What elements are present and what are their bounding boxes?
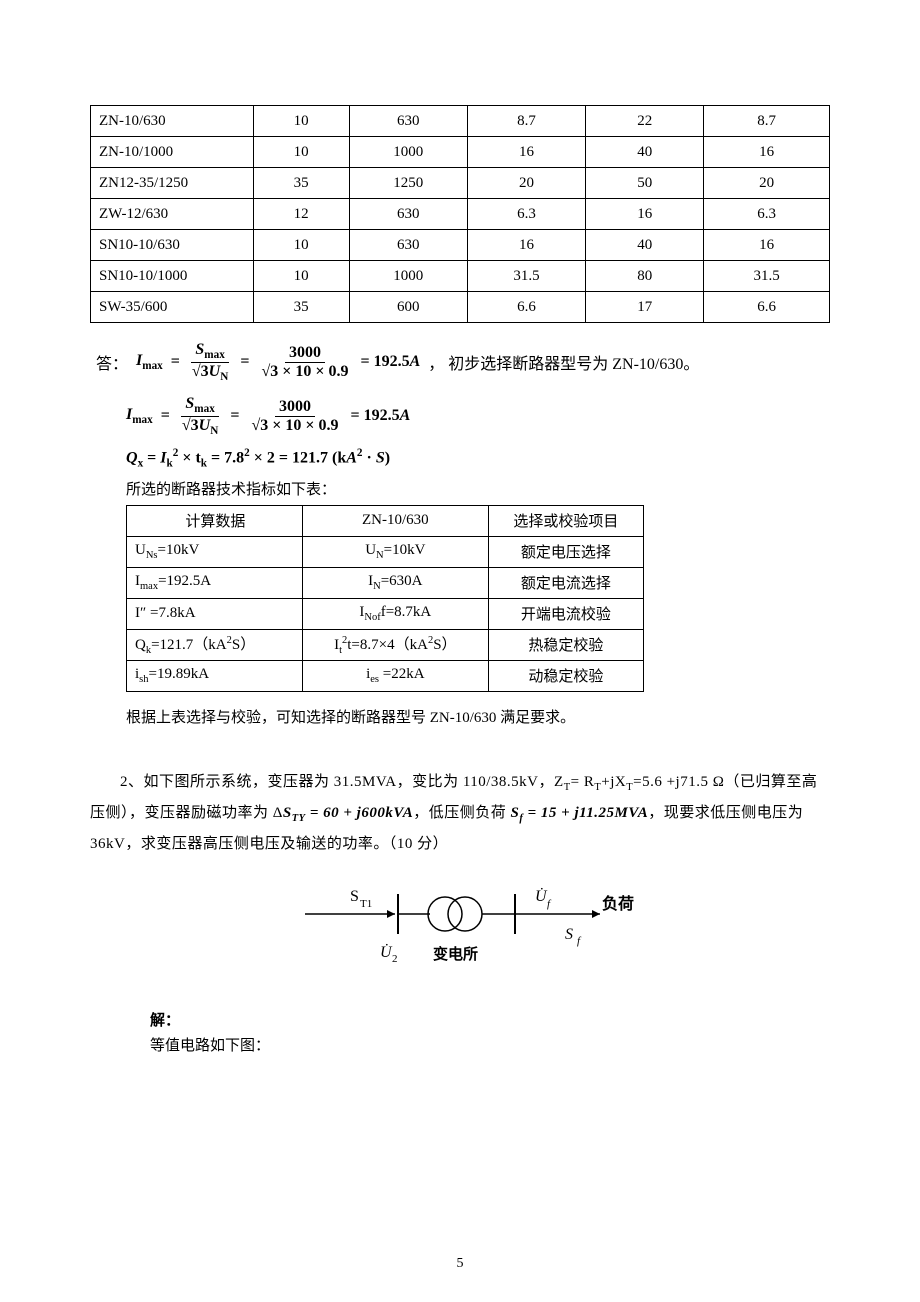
svg-text:T1: T1 [360, 898, 372, 910]
svg-text:f: f [577, 935, 582, 947]
formula-imax-1: 答： Imax = Smax 3UN = 3000 √3 × 10 × 0.9 … [96, 341, 830, 383]
transformer-diagram: S T1 U̇ 2 变电所 U̇ f S f 负荷 [90, 869, 830, 979]
table-row: ZN-10/630106308.7228.7 [91, 106, 830, 137]
table-row: SN10-10/63010630164016 [91, 230, 830, 261]
table-header-row: 计算数据ZN-10/630选择或校验项目 [127, 505, 644, 536]
table-row: Qk=121.7（kA2S）It2t=8.7×4（kA2S）热稳定校验 [127, 629, 644, 660]
svg-text:S: S [565, 926, 573, 943]
page-number: 5 [0, 1256, 920, 1272]
table-row: I″ =7.8kAINoff=8.7kA开端电流校验 [127, 598, 644, 629]
svg-text:负荷: 负荷 [602, 894, 634, 913]
problem-2-text: 2、如下图所示系统，变压器为 31.5MVA，变比为 110/38.5kV，ZT… [90, 767, 830, 859]
solution-label: 解： [150, 1009, 830, 1030]
answer-prefix: 答： [96, 350, 128, 374]
conclusion-text: 根据上表选择与校验，可知选择的断路器型号 ZN-10/630 满足要求。 [126, 706, 830, 727]
equiv-circuit-label: 等值电路如下图： [150, 1034, 830, 1055]
table-row: ZN-10/1000101000164016 [91, 137, 830, 168]
table-row: SN10-10/100010100031.58031.5 [91, 261, 830, 292]
tech-table-label: 所选的断路器技术指标如下表： [126, 478, 830, 499]
table-row: ZW-12/630126306.3166.3 [91, 199, 830, 230]
table-row: Imax=192.5AIN=630A额定电流选择 [127, 567, 644, 598]
formula-imax-2: Imax = Smax 3UN = 3000 √3 × 10 × 0.9 = 1… [126, 395, 830, 437]
svg-text:变电所: 变电所 [433, 945, 478, 963]
table-row: UNs=10kVUN=10kV额定电压选择 [127, 536, 644, 567]
breaker-spec-table: ZN-10/630106308.7228.7ZN-10/100010100016… [90, 105, 830, 323]
svg-text:f: f [547, 898, 552, 910]
formula-qx: Qx = Ik2 × tk = 7.82 × 2 = 121.7 (kA2 · … [126, 447, 830, 470]
table-row: ish=19.89kAies =22kA动稳定校验 [127, 660, 644, 691]
formula1-tail: ， 初步选择断路器型号为 ZN-10/630。 [428, 350, 699, 374]
svg-text:2: 2 [392, 953, 398, 965]
svg-text:S: S [350, 888, 359, 905]
table-row: SW-35/600356006.6176.6 [91, 292, 830, 323]
table-row: ZN12-35/1250351250205020 [91, 168, 830, 199]
verification-table: 计算数据ZN-10/630选择或校验项目UNs=10kVUN=10kV额定电压选… [126, 505, 644, 692]
